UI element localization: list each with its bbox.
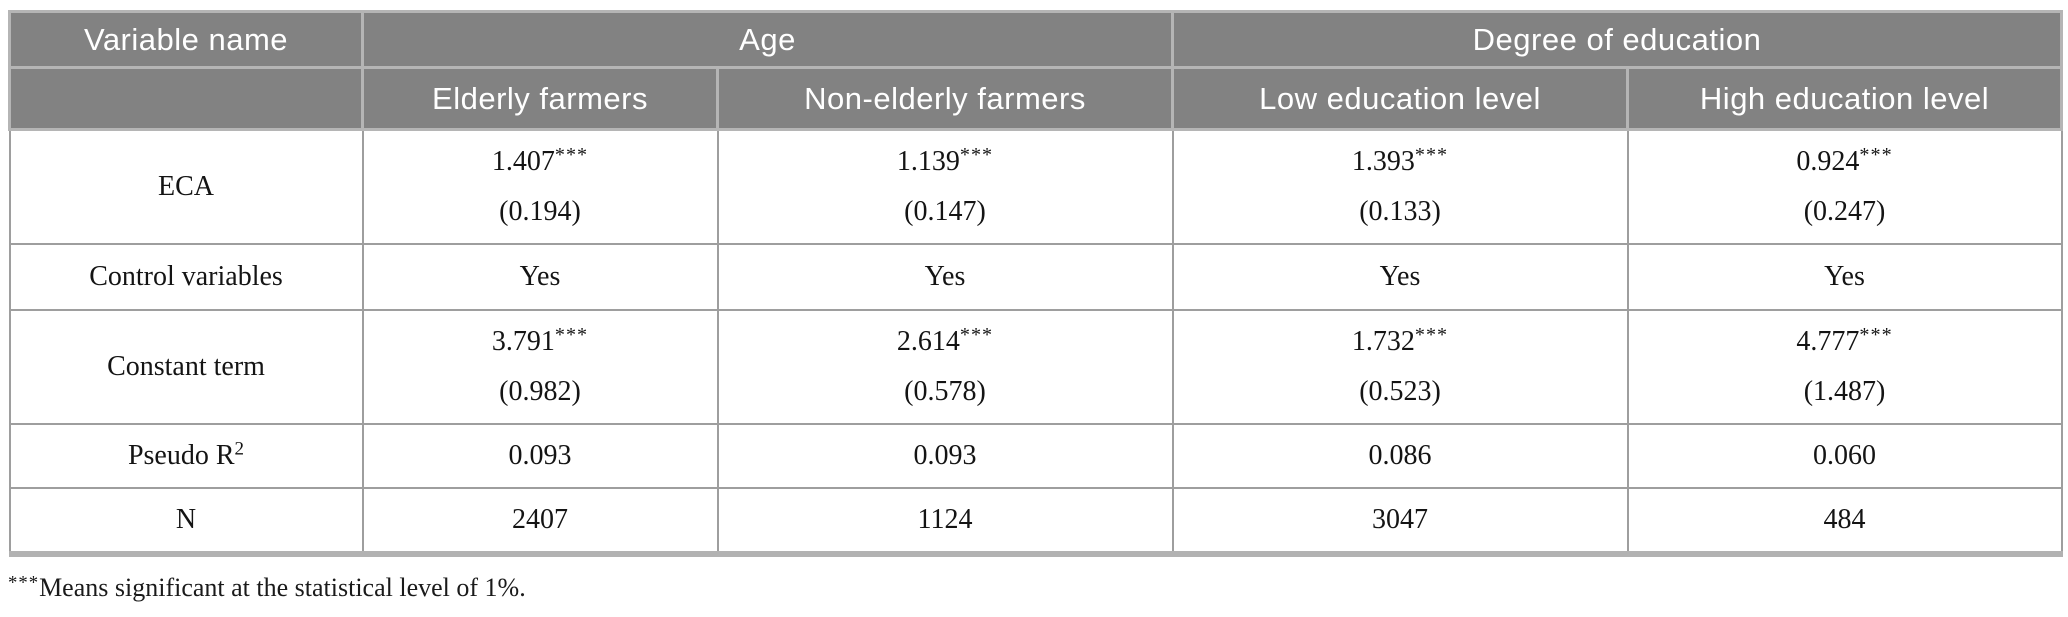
significance-stars: *** [1859,143,1893,166]
cell-pseudo-low-education: 0.086 [1171,423,1629,489]
row-control-variables: Control variables Yes Yes Yes Yes [8,243,2063,311]
significance-stars: *** [554,143,589,166]
cell-controls-high-education: Yes [1626,243,2063,311]
coef-value: 0.924 [1796,146,1860,177]
coef-value: 1.139 [896,146,960,177]
table-header: Variable name Age Degree of education El… [8,10,2064,131]
cell-constant-non-elderly: 2.614*** (0.578) [716,309,1174,425]
row-constant-term: Constant term 3.791*** (0.982) 2.614*** … [8,309,2063,425]
significance-stars: *** [1859,323,1893,346]
header-subcol-row: Elderly farmers Non-elderly farmers Low … [8,66,2064,131]
coef-value: 2.614 [896,326,960,357]
significance-stars: *** [1414,323,1449,346]
significance-stars: *** [1414,143,1449,166]
standard-error: (0.578) [904,376,986,407]
cell-constant-elderly: 3.791*** (0.982) [361,309,719,425]
footnote-stars: *** [8,572,40,594]
cell-n-non-elderly: 1124 [716,487,1174,555]
cell-eca-elderly: 1.407*** (0.194) [361,128,719,245]
row-label-n: N [8,487,364,555]
pseudo-r2-text: Pseudo R [127,440,235,471]
row-label-constant-term: Constant term [8,309,364,425]
coef-value: 1.393 [1351,146,1415,177]
row-n: N 2407 1124 3047 484 [8,487,2063,555]
header-group-row: Variable name Age Degree of education [8,10,2064,69]
table-body: ECA 1.407*** (0.194) 1.139*** (0.147) 1. [8,128,2063,555]
significance-stars: *** [554,323,589,346]
row-label-pseudo-r2: Pseudo R2 [8,423,364,489]
cell-n-high-education: 484 [1626,487,2063,555]
standard-error: (0.194) [499,196,581,227]
cell-n-elderly: 2407 [361,487,719,555]
cell-pseudo-elderly: 0.093 [361,423,719,489]
regression-results-table: Variable name Age Degree of education El… [8,10,2064,557]
cell-pseudo-non-elderly: 0.093 [716,423,1174,489]
standard-error: (0.523) [1359,376,1441,407]
header-variable-name: Variable name [8,10,364,69]
row-label-eca: ECA [8,128,364,245]
cell-eca-high-education: 0.924*** (0.247) [1626,128,2063,245]
significance-stars: *** [959,323,994,346]
header-group-age: Age [360,10,1175,69]
standard-error: (0.247) [1803,196,1886,227]
coef-value: 1.407 [491,146,555,177]
cell-pseudo-high-education: 0.060 [1626,423,2063,489]
pseudo-r2-exponent: 2 [234,438,245,460]
coef-value: 3.791 [491,326,555,357]
header-group-education: Degree of education [1171,10,2064,69]
header-col-non-elderly-farmers: Non-elderly farmers [715,66,1175,131]
row-eca: ECA 1.407*** (0.194) 1.139*** (0.147) 1. [8,128,2063,245]
cell-constant-high-education: 4.777*** (1.487) [1626,309,2063,425]
cell-n-low-education: 3047 [1171,487,1629,555]
coef-value: 4.777 [1796,326,1860,357]
standard-error: (1.487) [1803,376,1886,407]
header-col-high-education: High education level [1626,66,2064,131]
standard-error: (0.982) [499,376,581,407]
cell-controls-non-elderly: Yes [716,243,1174,311]
cell-eca-non-elderly: 1.139*** (0.147) [716,128,1174,245]
standard-error: (0.147) [904,196,986,227]
header-col-low-education: Low education level [1171,66,1630,131]
row-pseudo-r2: Pseudo R2 0.093 0.093 0.086 0.060 [8,423,2063,489]
cell-eca-low-education: 1.393*** (0.133) [1171,128,1629,245]
row-label-control-variables: Control variables [8,243,364,311]
significance-footnote: ***Means significant at the statistical … [8,572,526,603]
footnote-text: Means significant at the statistical lev… [39,573,526,602]
cell-controls-elderly: Yes [361,243,719,311]
significance-stars: *** [959,143,994,166]
coef-value: 1.732 [1351,326,1415,357]
cell-controls-low-education: Yes [1171,243,1629,311]
standard-error: (0.133) [1359,196,1441,227]
header-empty-cell [8,66,364,131]
header-col-elderly-farmers: Elderly farmers [361,66,719,131]
cell-constant-low-education: 1.732*** (0.523) [1171,309,1629,425]
